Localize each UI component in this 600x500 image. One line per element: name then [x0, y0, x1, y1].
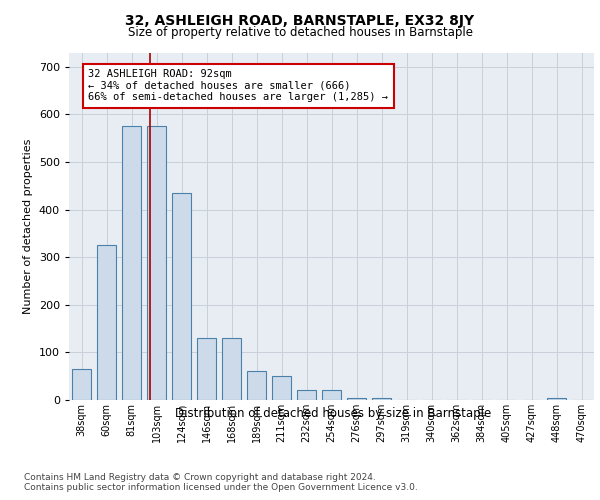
- Text: 32 ASHLEIGH ROAD: 92sqm
← 34% of detached houses are smaller (666)
66% of semi-d: 32 ASHLEIGH ROAD: 92sqm ← 34% of detache…: [89, 69, 389, 102]
- Bar: [372, 398, 391, 400]
- Bar: [322, 390, 341, 400]
- Bar: [72, 369, 91, 400]
- Bar: [547, 398, 566, 400]
- Text: Contains HM Land Registry data © Crown copyright and database right 2024.
Contai: Contains HM Land Registry data © Crown c…: [24, 472, 418, 492]
- Bar: [247, 372, 266, 400]
- Text: Distribution of detached houses by size in Barnstaple: Distribution of detached houses by size …: [175, 408, 491, 420]
- Bar: [147, 126, 166, 400]
- Bar: [347, 398, 366, 400]
- Bar: [122, 126, 141, 400]
- Bar: [97, 246, 116, 400]
- Bar: [272, 376, 291, 400]
- Bar: [222, 338, 241, 400]
- Bar: [197, 338, 216, 400]
- Bar: [172, 193, 191, 400]
- Y-axis label: Number of detached properties: Number of detached properties: [23, 138, 33, 314]
- Text: Size of property relative to detached houses in Barnstaple: Size of property relative to detached ho…: [128, 26, 473, 39]
- Text: 32, ASHLEIGH ROAD, BARNSTAPLE, EX32 8JY: 32, ASHLEIGH ROAD, BARNSTAPLE, EX32 8JY: [125, 14, 475, 28]
- Bar: [297, 390, 316, 400]
